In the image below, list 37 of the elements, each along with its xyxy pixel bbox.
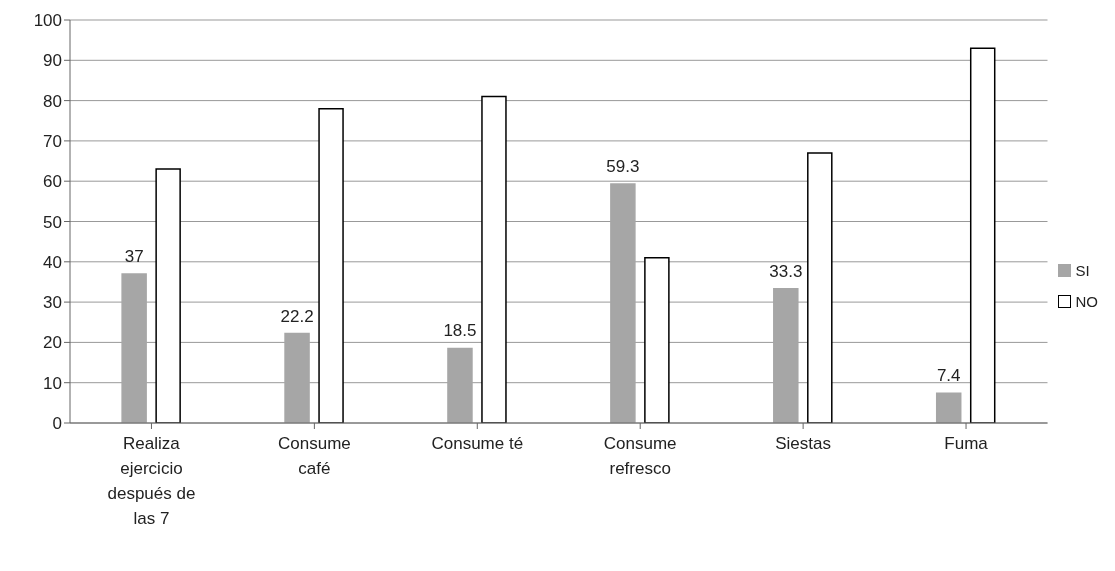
bar	[481, 95, 507, 423]
bar	[447, 347, 473, 423]
bar	[318, 107, 344, 423]
data-label: 59.3	[606, 157, 640, 177]
x-tick-label: Consume refresco	[603, 434, 677, 478]
y-tick-label: 70	[43, 131, 62, 151]
x-tick-label: Realiza ejercicio después de las 7	[107, 434, 196, 528]
bar	[644, 257, 670, 423]
data-label: 18.5	[443, 321, 477, 341]
y-tick-label: 60	[43, 172, 62, 192]
bar	[935, 392, 962, 423]
x-tick-label: Consume té	[431, 434, 524, 453]
y-tick-label: 50	[43, 212, 62, 232]
x-tick-label: Consume café	[277, 434, 351, 478]
y-tick-label: 90	[43, 51, 62, 71]
y-tick-label: 10	[43, 373, 62, 393]
bar	[773, 288, 799, 423]
data-label: 37	[124, 246, 144, 266]
y-tick-label: 20	[43, 333, 62, 353]
bar	[969, 47, 996, 423]
x-tick-label: Siestas	[775, 434, 831, 453]
bar	[284, 332, 310, 423]
x-tick-label: Fuma	[944, 434, 989, 453]
bar	[610, 183, 636, 423]
y-tick-label: 100	[33, 11, 62, 31]
bar	[155, 168, 181, 423]
data-label: 22.2	[280, 306, 314, 326]
y-tick-label: 40	[43, 252, 62, 272]
y-tick-label: 0	[52, 414, 62, 434]
data-label: 33.3	[769, 261, 803, 281]
legend-label: SI	[1075, 261, 1090, 279]
data-label: 7.4	[936, 366, 961, 386]
y-tick-label: 30	[43, 293, 62, 313]
bar	[121, 273, 147, 423]
y-tick-label: 80	[43, 91, 62, 111]
legend-label: NO	[1075, 292, 1098, 310]
bar	[807, 152, 833, 423]
